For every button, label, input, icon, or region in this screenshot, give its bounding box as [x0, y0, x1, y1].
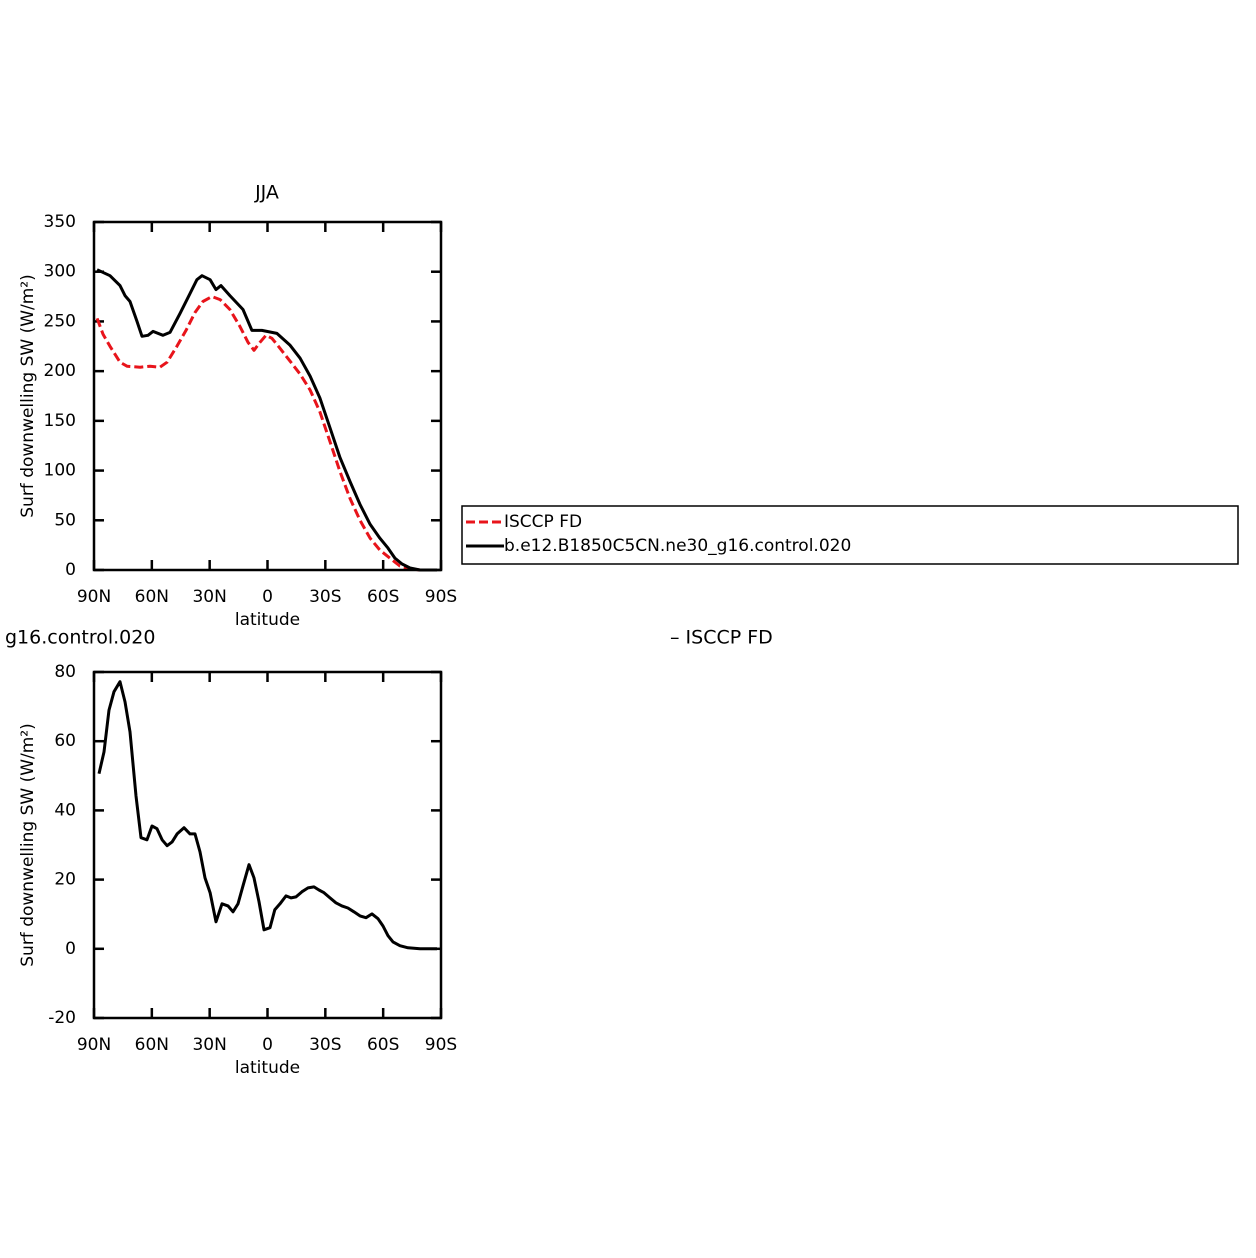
x-tick-label: 30S — [309, 587, 341, 607]
plot-frame — [92, 220, 443, 572]
x-tick-label: 60N — [135, 587, 169, 607]
x-tick-label: 0 — [262, 1035, 273, 1055]
y-tick-label: 60 — [54, 731, 76, 751]
x-tick-label: 90N — [77, 1035, 111, 1055]
y-tick-label: 80 — [54, 662, 76, 682]
y-axis-label: Surf downwelling SW (W/m²) — [18, 723, 38, 967]
y-tick-label: 250 — [44, 311, 76, 331]
y-tick-label: 0 — [65, 939, 76, 959]
x-tick-label: 90N — [77, 587, 111, 607]
x-tick-label: 30N — [192, 587, 226, 607]
data-line — [96, 268, 437, 572]
y-tick-label: 20 — [54, 870, 76, 890]
chart-title: JJA — [254, 182, 279, 204]
y-tick-label: 100 — [44, 461, 76, 481]
legend-label: b.e12.B1850C5CN.ne30_g16.control.020 — [504, 536, 851, 556]
y-tick-label: 40 — [54, 800, 76, 820]
chart-title: – ISCCP FD — [670, 627, 773, 649]
y-axis-label: Surf downwelling SW (W/m²) — [18, 274, 38, 518]
x-axis-label: latitude — [235, 610, 300, 630]
x-tick-label: 60S — [367, 1035, 399, 1055]
y-tick-label: 50 — [54, 510, 76, 530]
data-line — [95, 295, 437, 572]
x-tick-label: 30S — [309, 1035, 341, 1055]
y-tick-label: 300 — [44, 262, 76, 282]
x-tick-label: 90S — [425, 587, 457, 607]
y-tick-label: -20 — [48, 1008, 76, 1028]
x-axis-label: latitude — [235, 1058, 300, 1078]
plot-frame — [92, 670, 443, 1020]
y-tick-label: 0 — [65, 560, 76, 580]
y-tick-label: 200 — [44, 361, 76, 381]
y-tick-label: 350 — [44, 212, 76, 232]
x-tick-label: 60N — [135, 1035, 169, 1055]
x-tick-label: 90S — [425, 1035, 457, 1055]
legend-box — [461, 505, 1239, 565]
x-tick-label: 60S — [367, 587, 399, 607]
data-line — [97, 680, 437, 951]
chart-title: g16.control.020 — [5, 627, 155, 649]
legend-label: ISCCP FD — [504, 512, 582, 532]
x-tick-label: 30N — [192, 1035, 226, 1055]
x-tick-label: 0 — [262, 587, 273, 607]
y-tick-label: 150 — [44, 411, 76, 431]
